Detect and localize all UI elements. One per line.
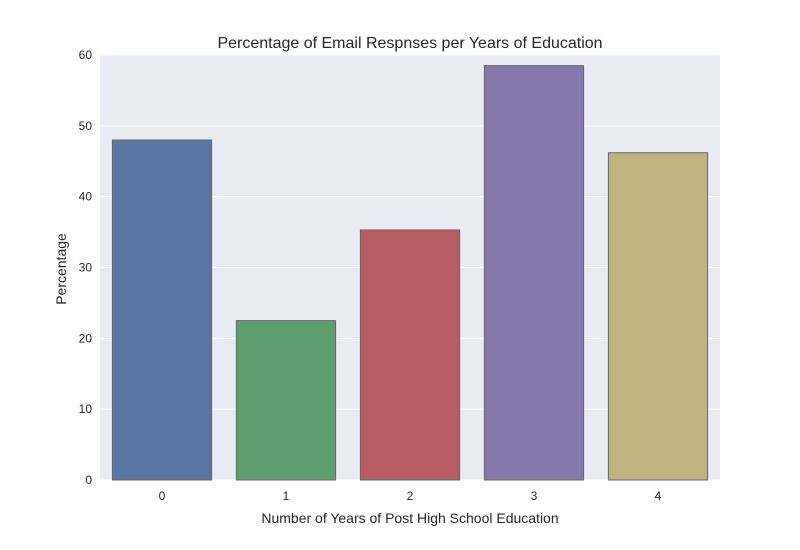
y-tick-label: 50	[79, 119, 93, 133]
chart-title: Percentage of Email Respnses per Years o…	[217, 35, 602, 52]
bar-2	[359, 229, 461, 481]
y-tick-label: 60	[79, 48, 93, 62]
bar-4	[607, 152, 709, 481]
bars	[111, 65, 709, 481]
x-tick-label: 3	[531, 489, 538, 503]
y-axis-ticks: 0 10 20 30 40 50 60	[79, 48, 93, 487]
bar-0	[111, 139, 213, 481]
bar-3	[483, 65, 585, 481]
y-axis-label: Percentage	[53, 233, 69, 305]
bar-1	[235, 320, 337, 481]
x-tick-label: 4	[655, 489, 662, 503]
x-axis-label: Number of Years of Post High School Educ…	[261, 510, 558, 526]
y-tick-label: 30	[79, 261, 93, 275]
x-tick-label: 1	[283, 489, 290, 503]
x-tick-label: 0	[159, 489, 166, 503]
x-tick-label: 2	[407, 489, 414, 503]
y-tick-label: 0	[85, 473, 92, 487]
x-axis-ticks: 0 1 2 3 4	[159, 489, 662, 503]
y-tick-label: 10	[79, 402, 93, 416]
y-tick-label: 40	[79, 190, 93, 204]
y-tick-label: 20	[79, 331, 93, 345]
